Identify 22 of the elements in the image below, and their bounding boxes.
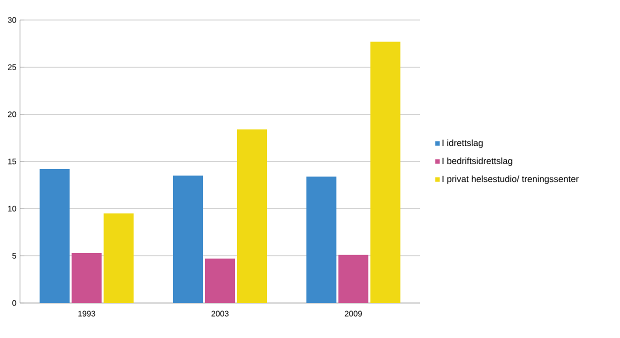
y-tick-label: 15 — [8, 158, 16, 164]
bar — [104, 213, 134, 303]
bar — [370, 42, 400, 303]
bar — [72, 253, 102, 303]
bar — [205, 258, 236, 303]
y-tick-label: 0 — [12, 300, 16, 306]
legend-label: I bedriftsidrettslag — [442, 157, 512, 166]
legend-label: I idrettslag — [442, 139, 483, 148]
legend-label: I privat helsestudio/ treningssenter — [442, 176, 579, 184]
bar — [173, 176, 204, 303]
bar — [338, 254, 368, 303]
y-tick-label: 5 — [12, 253, 16, 259]
y-tick-label: 25 — [8, 64, 16, 70]
bar — [306, 176, 336, 303]
y-tick-label: 30 — [8, 17, 16, 23]
bar — [237, 129, 268, 303]
x-tick-label: 1993 — [78, 310, 96, 316]
y-tick-label: 10 — [8, 206, 16, 212]
x-tick-label: 2003 — [212, 310, 229, 316]
y-tick-label: 20 — [8, 112, 16, 118]
x-tick-label: 2009 — [344, 310, 362, 316]
bar — [40, 169, 70, 303]
